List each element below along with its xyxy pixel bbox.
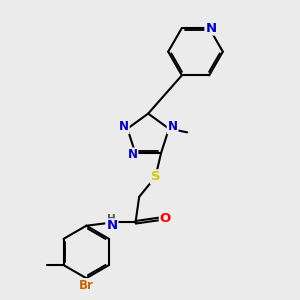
Text: Br: Br: [79, 279, 94, 292]
Text: N: N: [106, 219, 117, 232]
Text: N: N: [128, 148, 137, 161]
Text: N: N: [168, 120, 178, 134]
Text: O: O: [160, 212, 171, 225]
Text: H: H: [107, 214, 116, 224]
Text: N: N: [119, 120, 129, 134]
Text: N: N: [206, 22, 217, 34]
Text: S: S: [151, 170, 160, 183]
